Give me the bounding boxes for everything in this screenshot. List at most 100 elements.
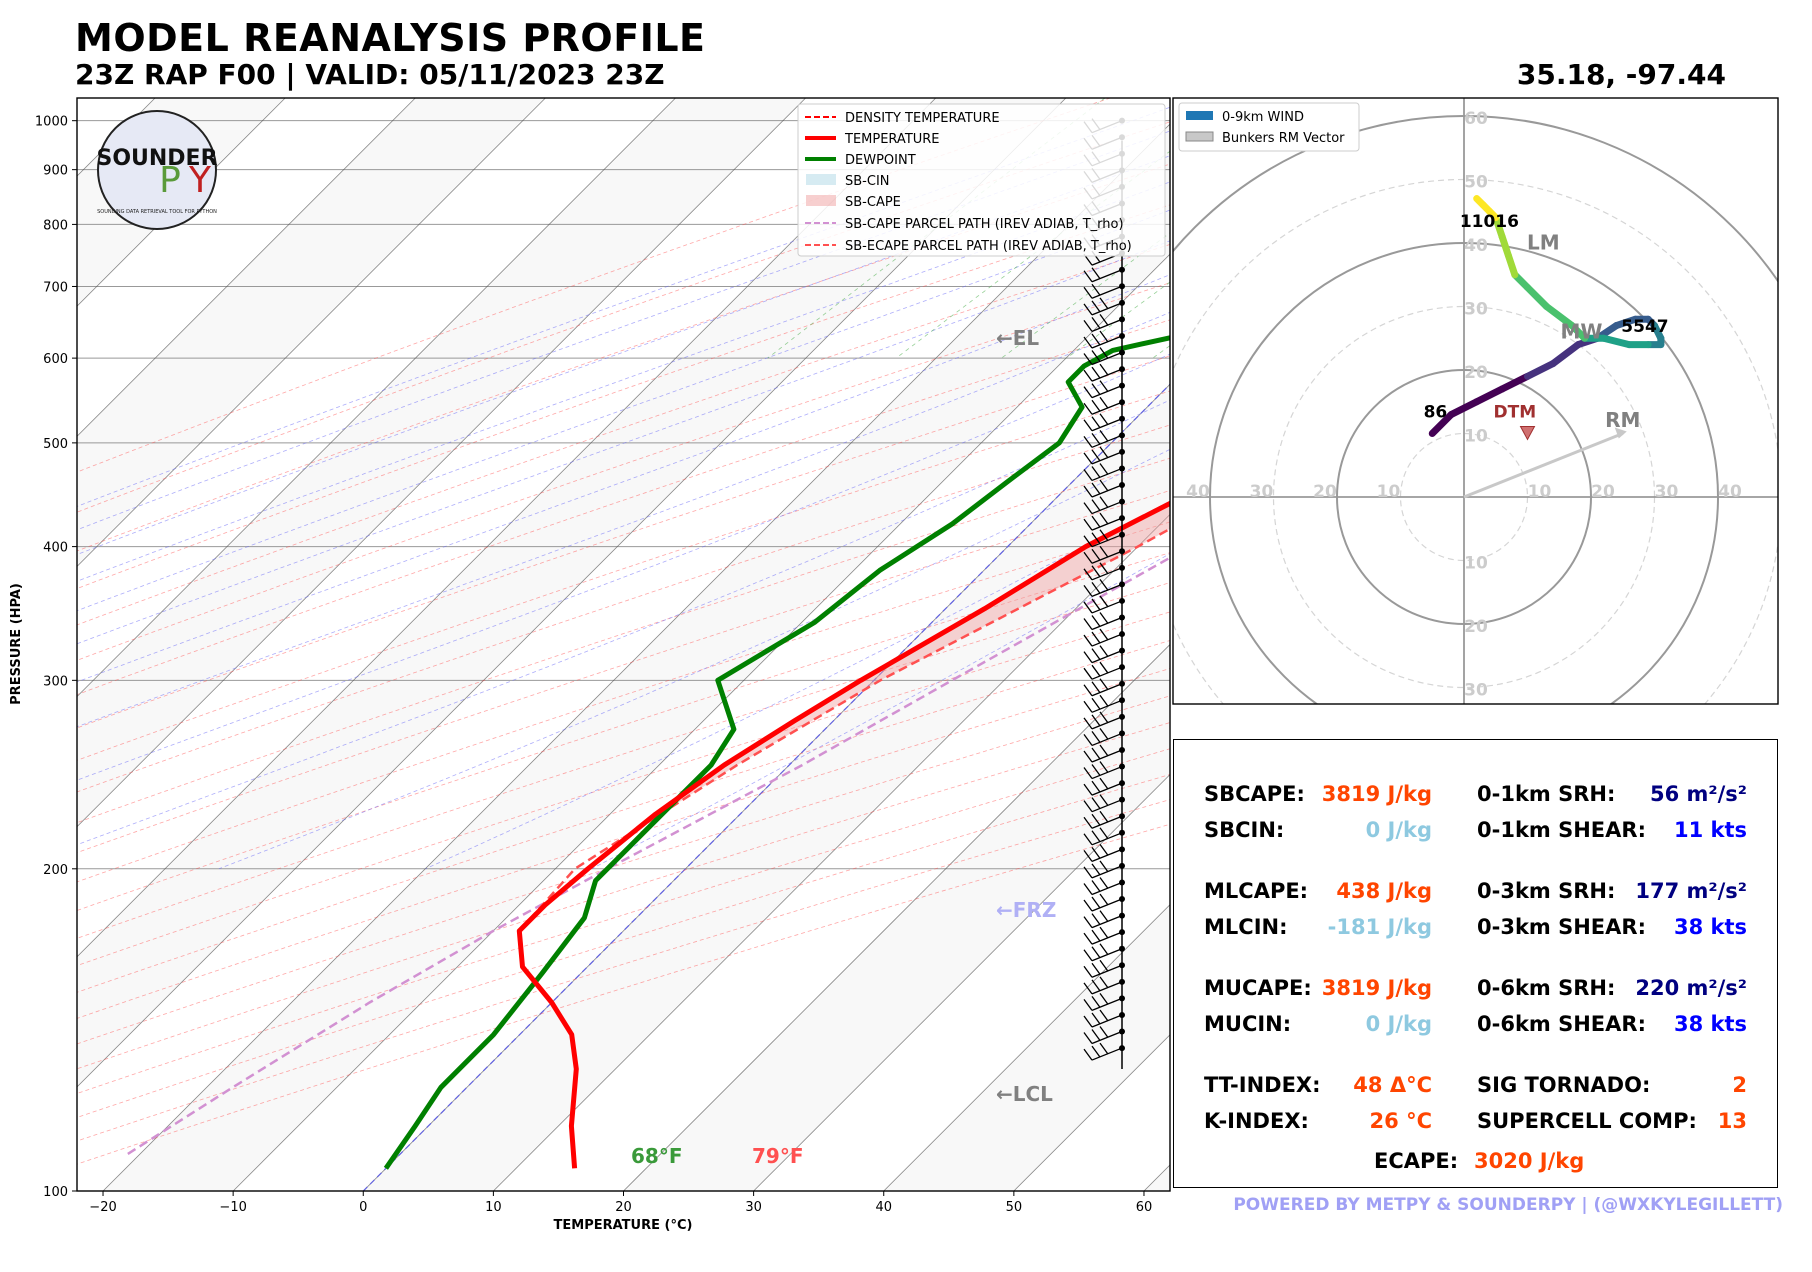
y-tick-label: 200 xyxy=(43,863,68,878)
hodograph-segment xyxy=(1428,410,1455,437)
dry-adiabat xyxy=(77,319,1170,696)
hodograph-ring-label: 20 xyxy=(1313,482,1337,502)
srh-06-value: 220 m²/s² xyxy=(1635,976,1747,1000)
isotherm-line xyxy=(77,98,286,307)
wind-barb xyxy=(1083,744,1125,763)
hodograph-ring-label: 30 xyxy=(1655,482,1679,502)
svg-text:0-9km WIND: 0-9km WIND xyxy=(1222,110,1304,125)
x-tick-label: 40 xyxy=(875,1200,892,1215)
y-tick-label: 100 xyxy=(43,1185,68,1200)
srh-03-value: 177 m²/s² xyxy=(1635,879,1747,903)
moist-adiabat xyxy=(77,240,1170,645)
hodograph-ring-label: 10 xyxy=(1377,482,1401,502)
hodograph-ring-label: 10 xyxy=(1464,427,1488,447)
wind-barb xyxy=(1083,959,1125,978)
legend-dewpoint: DEWPOINT xyxy=(805,153,916,168)
dry-adiabat xyxy=(77,552,1170,911)
wind-barb xyxy=(1083,926,1125,945)
hodograph: 40 30 20 10 10 20 30 40 10 20 30 40 50 60 10 20 30 86 554… xyxy=(1172,97,1779,705)
x-tick-label: 50 xyxy=(1006,1200,1023,1215)
sbcin-label: SBCIN: xyxy=(1204,818,1285,842)
sbcape-value: 3819 J/kg xyxy=(1321,782,1432,806)
y-tick-label: 1000 xyxy=(35,115,68,130)
wind-barb xyxy=(1083,661,1125,680)
frz-marker: ←FRZ xyxy=(996,898,1056,922)
y-tick-label: 900 xyxy=(43,164,68,179)
wind-barb xyxy=(1083,363,1125,382)
moist-adiabat xyxy=(218,448,1170,870)
wind-barb xyxy=(1083,396,1125,415)
moist-adiabat xyxy=(425,500,1170,870)
hodograph-ring-label: 50 xyxy=(1464,173,1488,193)
wind-barb xyxy=(1083,562,1125,581)
srh-03-label: 0-3km SRH: xyxy=(1477,879,1616,903)
hodograph-segment xyxy=(1549,341,1582,368)
x-tick-label: 20 xyxy=(615,1200,632,1215)
shear-06-label: 0-6km SHEAR: xyxy=(1477,1012,1646,1036)
sig-tornado-value: 2 xyxy=(1732,1073,1747,1097)
x-tick-label: 0 xyxy=(359,1200,367,1215)
svg-text:SB-CIN: SB-CIN xyxy=(845,174,890,189)
sbcin-value: 0 J/kg xyxy=(1365,818,1432,842)
hodograph-height-label: 86 xyxy=(1424,403,1448,423)
sb-cape-shading xyxy=(519,503,1170,931)
wind-barb xyxy=(1083,347,1125,366)
mlcin-value: -181 J/kg xyxy=(1327,915,1432,939)
surface-dewpoint-label: 68°F xyxy=(631,1144,683,1168)
supercell-comp-value: 13 xyxy=(1717,1109,1747,1133)
hodograph-segment xyxy=(1473,195,1487,209)
x-axis-label: TEMPERATURE (°C) xyxy=(554,1218,693,1233)
hodograph-ring-label: 60 xyxy=(1464,109,1488,129)
x-tick-label: −10 xyxy=(219,1200,246,1215)
mlcape-label: MLCAPE: xyxy=(1204,879,1309,903)
wind-barb xyxy=(1083,910,1125,929)
svg-text:TEMPERATURE: TEMPERATURE xyxy=(844,132,940,147)
x-tick-label: 30 xyxy=(745,1200,762,1215)
hodograph-segment xyxy=(1447,398,1481,418)
svg-text:Y: Y xyxy=(188,160,212,201)
wind-barb xyxy=(1083,943,1125,962)
wind-barb xyxy=(1083,463,1125,482)
y-tick-label: 300 xyxy=(43,674,68,689)
wind-barb xyxy=(1083,694,1125,713)
y-tick-label: 400 xyxy=(43,541,68,556)
sbcape-label: SBCAPE: xyxy=(1204,782,1305,806)
wind-barb xyxy=(1083,512,1125,531)
surface-temperature-label: 79°F xyxy=(752,1144,804,1168)
svg-text:DENSITY TEMPERATURE: DENSITY TEMPERATURE xyxy=(845,111,1000,126)
chart-subtitle: 23Z RAP F00 | VALID: 05/11/2023 23Z xyxy=(75,58,665,91)
wind-barb xyxy=(1083,976,1125,995)
legend-sb-cape: SB-CAPE xyxy=(806,195,901,210)
wind-barb xyxy=(1083,314,1125,333)
footer-credit: POWERED BY METPY & SOUNDERPY | (@WXKYLEG… xyxy=(1233,1195,1783,1215)
wind-barb xyxy=(1083,794,1125,813)
hodograph-ring-label: 30 xyxy=(1464,681,1488,701)
wind-barb xyxy=(1083,678,1125,697)
legend-ecape-parcel: SB-ECAPE PARCEL PATH (IREV ADIAB, T_rho) xyxy=(805,239,1132,254)
hodograph-marker-dtm: DTM xyxy=(1493,403,1536,423)
hodograph-marker-mw: MW xyxy=(1560,319,1602,343)
hodograph-legend: 0-9km WIND Bunkers RM Vector xyxy=(1178,102,1360,152)
legend-sbcape-parcel: SB-CAPE PARCEL PATH (IREV ADIAB, T_rho) xyxy=(805,217,1124,232)
x-tick-label: −20 xyxy=(89,1200,116,1215)
dry-adiabat xyxy=(77,582,1170,939)
isotherm-line xyxy=(77,98,676,698)
wind-barb xyxy=(1083,612,1125,631)
legend-temperature: TEMPERATURE xyxy=(805,132,940,147)
sounderpy-logo: SOUNDER P Y SOUNDING DATA RETRIEVAL TOOL… xyxy=(96,110,218,230)
svg-text:SOUNDER: SOUNDER xyxy=(96,146,217,171)
rm-vector-arrowhead xyxy=(1614,427,1627,439)
ecape-value: 3020 J/kg xyxy=(1474,1149,1585,1173)
wind-barb xyxy=(1083,545,1125,564)
svg-text:SB-CAPE: SB-CAPE xyxy=(845,195,901,210)
wind-barb xyxy=(1083,711,1125,730)
wind-barb xyxy=(1083,1009,1125,1028)
tt-index-label: TT-INDEX: xyxy=(1204,1073,1321,1097)
sig-tornado-label: SIG TORNADO: xyxy=(1477,1073,1651,1097)
srh-01-value: 56 m²/s² xyxy=(1650,782,1747,806)
hodograph-segment xyxy=(1473,385,1506,406)
wind-barb xyxy=(1083,283,1125,299)
wind-barb xyxy=(1083,578,1125,597)
svg-text:P: P xyxy=(159,160,181,201)
wind-barb xyxy=(1083,1026,1125,1045)
